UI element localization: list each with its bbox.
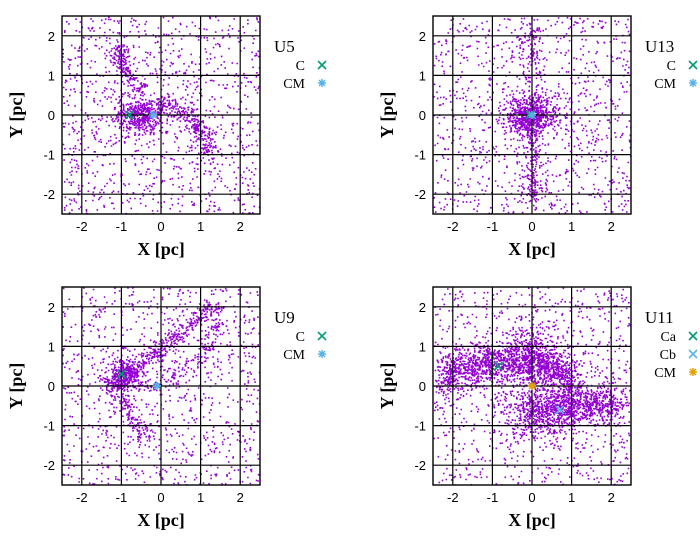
marker-cm [528,382,536,390]
x-axis-label: X [pc] [137,510,185,530]
y-tick-label: 2 [48,300,55,315]
x-tick-label: -2 [76,219,88,234]
x-tick-label: -1 [116,490,128,505]
marker-cm [153,382,162,390]
legend-marker-c [688,60,698,70]
scatter-points [62,287,260,485]
x-tick-label: 1 [568,490,575,505]
marker-cb [555,405,565,415]
panel-title: U5 [274,37,295,56]
y-tick-label: 2 [419,29,426,44]
x-tick-label: 0 [157,219,164,234]
y-tick-label: 1 [48,68,55,83]
y-tick-label: 0 [48,108,55,123]
y-tick-label: 0 [419,108,426,123]
legend-marker-cm [318,79,326,87]
x-axis-label: X [pc] [508,510,556,530]
x-axis-label: X [pc] [137,239,185,259]
marker-c [124,110,134,120]
legend-label: Cb [660,348,676,363]
legend-label: Ca [660,330,676,345]
plot-frame [432,15,632,215]
y-tick-label: -2 [414,187,426,202]
y-axis-label: Y [pc] [377,363,397,410]
y-tick-label: 2 [419,300,426,315]
panel-title: U9 [274,308,295,327]
legend-label: C [667,59,676,74]
marker-c [116,369,126,379]
x-tick-label: -1 [116,219,128,234]
y-axis-label: Y [pc] [377,92,397,139]
x-tick-label: -1 [487,490,499,505]
y-tick-label: 1 [48,339,55,354]
y-axis-label: Y [pc] [6,92,26,139]
data-points [62,16,260,214]
chart-panel-4: -2 -1 0 1 2 -2 -1 0 1 2 X [pc] Y [pc] U11 Ca Cb CM [377,286,698,530]
x-tick-label: -2 [76,490,88,505]
y-tick-label: -1 [414,148,426,163]
chart-panel-2: -2 -1 0 1 2 -2 -1 0 1 2 X [pc] Y [pc] U13 C CM [377,15,698,259]
legend-marker-cm [318,350,326,358]
y-tick-label: 0 [48,379,55,394]
x-tick-label: 2 [237,490,244,505]
legend-marker-cm [689,368,697,376]
plot-frame [61,286,261,486]
x-tick-label: 0 [528,490,535,505]
plot-frame [432,286,632,486]
y-axis-label: Y [pc] [6,363,26,410]
legend-marker-ca [688,331,698,341]
chart-panel-1: -2 -1 0 1 2 -2 -1 0 1 2 X [pc] Y [pc] U5C CM [6,15,327,259]
x-tick-label: 2 [608,219,615,234]
legend-label: CM [283,348,305,363]
marker-cm [528,111,536,119]
panel-title: U11 [645,308,674,327]
legend-marker-c [317,331,327,341]
legend-label: CM [283,77,305,92]
y-tick-label: -2 [43,458,55,473]
legend-label: C [296,59,305,74]
chart-panel-3: -2 -1 0 1 2 -2 -1 0 1 2 X [pc] Y [pc] U9C CM [6,286,327,530]
x-tick-label: 1 [197,490,204,505]
data-points [433,287,631,485]
legend-label: CM [654,366,676,381]
legend-marker-c [317,60,327,70]
plot-frame [61,15,261,215]
x-tick-label: -1 [487,219,499,234]
legend-marker-cm [689,79,697,87]
x-tick-label: 0 [157,490,164,505]
y-tick-label: 1 [419,68,426,83]
scatter-points [62,16,260,214]
legend-label: C [296,330,305,345]
x-axis-label: X [pc] [508,239,556,259]
data-points [62,287,260,485]
x-tick-label: 0 [528,219,535,234]
x-tick-label: 2 [237,219,244,234]
y-tick-label: 0 [419,379,426,394]
x-tick-label: 1 [568,219,575,234]
y-tick-label: 1 [419,339,426,354]
y-tick-label: -1 [43,419,55,434]
panel-title: U13 [645,37,674,56]
marker-cm [149,111,158,119]
marker-ca [493,361,503,371]
legend-marker-cb [688,349,698,359]
legend-label: CM [654,77,676,92]
x-tick-label: -2 [447,219,459,234]
y-tick-label: -2 [414,458,426,473]
x-tick-label: 1 [197,219,204,234]
x-tick-label: 2 [608,490,615,505]
y-tick-label: -1 [43,148,55,163]
x-tick-label: -2 [447,490,459,505]
y-tick-label: -1 [414,419,426,434]
scatter-points [433,287,631,485]
y-tick-label: 2 [48,29,55,44]
y-tick-label: -2 [43,187,55,202]
